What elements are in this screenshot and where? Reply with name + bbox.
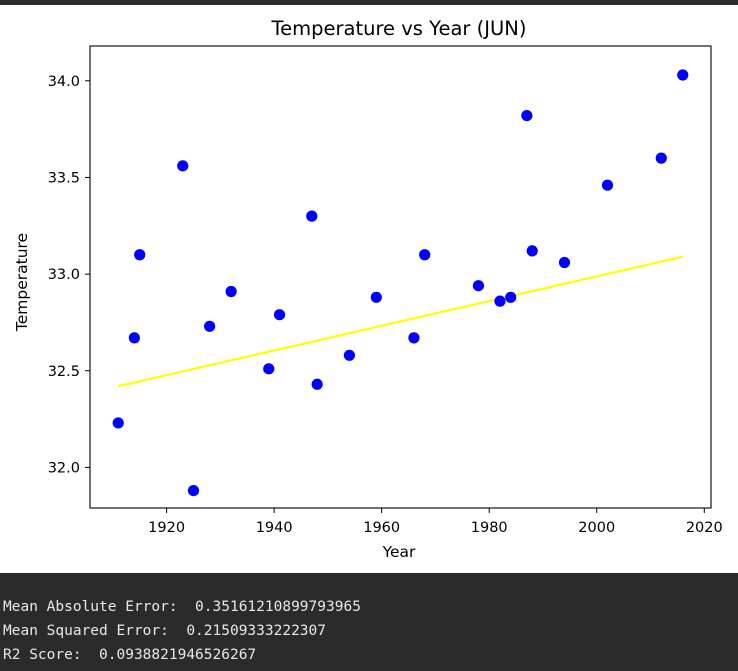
mse-output-line: Mean Squared Error: 0.21509333222307 bbox=[3, 623, 327, 639]
scatter-point bbox=[134, 249, 146, 261]
x-tick-label: 1960 bbox=[363, 520, 400, 536]
x-tick-label: 2020 bbox=[686, 520, 723, 536]
scatter-point bbox=[655, 152, 667, 164]
y-tick-label: 32.5 bbox=[48, 364, 80, 380]
chart-title: Temperature vs Year (JUN) bbox=[271, 17, 527, 40]
scatter-point bbox=[273, 309, 286, 321]
scatter-point bbox=[677, 69, 689, 81]
scatter-point bbox=[472, 280, 485, 292]
scatter-point bbox=[526, 245, 538, 257]
scatter-point bbox=[225, 285, 237, 298]
scatter-point bbox=[505, 291, 517, 303]
y-tick-label: 33.5 bbox=[48, 170, 80, 186]
chart-svg: Temperature vs Year (JUN) 1920 1940 1960 19… bbox=[13, 17, 723, 561]
x-tick-label: 1940 bbox=[256, 520, 293, 536]
scatter-point bbox=[177, 160, 189, 172]
y-tick-label: 33.0 bbox=[48, 267, 80, 283]
x-tick-label: 1920 bbox=[148, 520, 185, 536]
scatter-point bbox=[370, 291, 382, 303]
scatter-point bbox=[494, 295, 506, 307]
scatter-point bbox=[306, 210, 318, 222]
scatter-point bbox=[204, 320, 216, 332]
x-tick-label: 2000 bbox=[578, 520, 615, 536]
top-strip bbox=[0, 0, 738, 5]
y-tick-label: 34.0 bbox=[48, 74, 80, 90]
x-tick-label: 1980 bbox=[471, 520, 508, 536]
regression-line bbox=[117, 255, 684, 388]
scatter-point bbox=[419, 249, 431, 261]
scatter-point bbox=[408, 332, 420, 344]
axes-frame bbox=[89, 45, 712, 509]
plot-area: 1920 1940 1960 1980 2000 2020 32.0 32.5 33.0 33.5… bbox=[48, 45, 723, 536]
y-axis-label: Temperature bbox=[13, 233, 31, 332]
console-output: Mean Absolute Error: 0.35161210899793965… bbox=[0, 573, 738, 671]
y-tick-label: 32.0 bbox=[48, 460, 80, 476]
chart-figure: Temperature vs Year (JUN) 1920 1940 1960 19… bbox=[0, 5, 738, 573]
scatter-point bbox=[128, 332, 140, 344]
scatter-point bbox=[558, 256, 571, 269]
scatter-point bbox=[263, 363, 275, 375]
scatter-point bbox=[521, 109, 533, 122]
scatter-point bbox=[601, 179, 614, 191]
scatter-point bbox=[343, 349, 356, 361]
r2-output-line: R2 Score: 0.0938821946526267 bbox=[3, 647, 257, 663]
scatter-point bbox=[311, 378, 323, 390]
scatter-point bbox=[187, 485, 200, 497]
mae-output-line: Mean Absolute Error: 0.35161210899793965 bbox=[3, 599, 361, 615]
x-axis-label: Year bbox=[382, 543, 416, 561]
scatter-point bbox=[112, 417, 124, 429]
